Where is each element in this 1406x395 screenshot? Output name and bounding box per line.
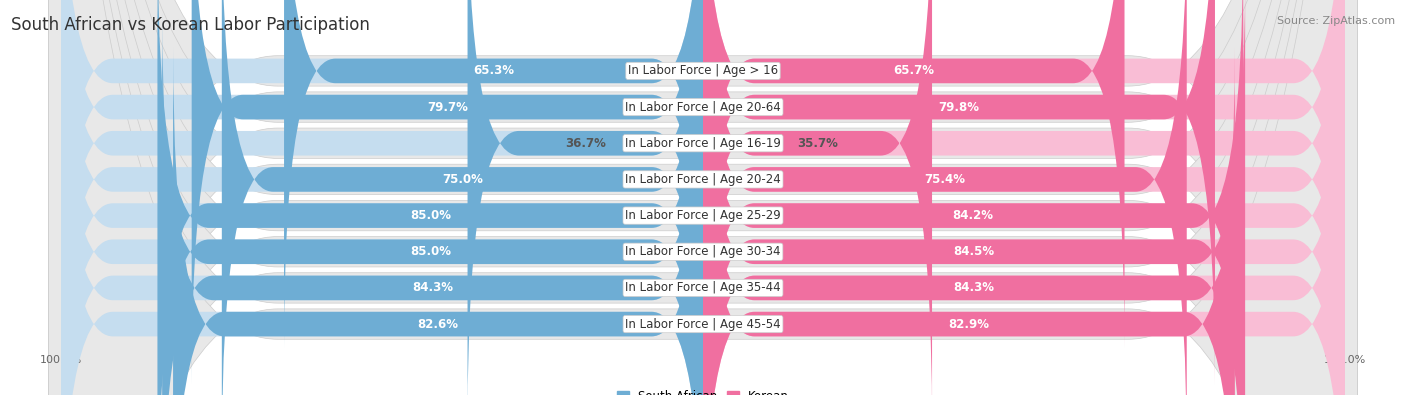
Text: 79.8%: 79.8%: [938, 101, 980, 114]
Text: Source: ZipAtlas.com: Source: ZipAtlas.com: [1277, 16, 1395, 26]
FancyBboxPatch shape: [62, 0, 703, 348]
FancyBboxPatch shape: [157, 0, 703, 395]
Text: 65.7%: 65.7%: [893, 64, 934, 77]
Legend: South African, Korean: South African, Korean: [612, 385, 794, 395]
Text: In Labor Force | Age > 16: In Labor Force | Age > 16: [628, 64, 778, 77]
Text: In Labor Force | Age 25-29: In Labor Force | Age 25-29: [626, 209, 780, 222]
FancyBboxPatch shape: [62, 11, 703, 395]
FancyBboxPatch shape: [62, 47, 703, 395]
Text: 85.0%: 85.0%: [409, 209, 451, 222]
FancyBboxPatch shape: [49, 0, 1357, 395]
Text: In Labor Force | Age 20-24: In Labor Force | Age 20-24: [626, 173, 780, 186]
FancyBboxPatch shape: [703, 0, 1344, 395]
FancyBboxPatch shape: [222, 0, 703, 395]
FancyBboxPatch shape: [157, 0, 703, 395]
Text: 84.3%: 84.3%: [953, 281, 994, 294]
FancyBboxPatch shape: [703, 0, 1344, 395]
FancyBboxPatch shape: [703, 0, 1344, 384]
FancyBboxPatch shape: [703, 0, 1125, 348]
FancyBboxPatch shape: [49, 0, 1357, 395]
FancyBboxPatch shape: [703, 47, 1344, 395]
Text: 82.6%: 82.6%: [418, 318, 458, 331]
FancyBboxPatch shape: [62, 0, 703, 395]
FancyBboxPatch shape: [62, 0, 703, 395]
FancyBboxPatch shape: [49, 0, 1357, 395]
FancyBboxPatch shape: [703, 0, 1344, 395]
FancyBboxPatch shape: [703, 0, 1243, 395]
FancyBboxPatch shape: [49, 0, 1357, 395]
FancyBboxPatch shape: [49, 0, 1357, 395]
Text: 36.7%: 36.7%: [565, 137, 606, 150]
FancyBboxPatch shape: [703, 0, 1187, 395]
FancyBboxPatch shape: [703, 0, 1246, 395]
FancyBboxPatch shape: [49, 0, 1357, 395]
Text: 65.3%: 65.3%: [472, 64, 515, 77]
Text: 84.5%: 84.5%: [953, 245, 994, 258]
Text: 35.7%: 35.7%: [797, 137, 838, 150]
Text: 82.9%: 82.9%: [949, 318, 990, 331]
FancyBboxPatch shape: [191, 0, 703, 384]
FancyBboxPatch shape: [703, 47, 1234, 395]
Text: 85.0%: 85.0%: [409, 245, 451, 258]
Text: 79.7%: 79.7%: [427, 101, 468, 114]
Text: 84.2%: 84.2%: [953, 209, 994, 222]
FancyBboxPatch shape: [703, 0, 1344, 348]
FancyBboxPatch shape: [62, 0, 703, 395]
FancyBboxPatch shape: [162, 11, 703, 395]
Text: 75.4%: 75.4%: [924, 173, 966, 186]
Text: In Labor Force | Age 35-44: In Labor Force | Age 35-44: [626, 281, 780, 294]
Text: In Labor Force | Age 45-54: In Labor Force | Age 45-54: [626, 318, 780, 331]
Text: In Labor Force | Age 20-64: In Labor Force | Age 20-64: [626, 101, 780, 114]
FancyBboxPatch shape: [468, 0, 703, 395]
FancyBboxPatch shape: [49, 0, 1357, 395]
FancyBboxPatch shape: [703, 11, 1344, 395]
Text: In Labor Force | Age 30-34: In Labor Force | Age 30-34: [626, 245, 780, 258]
FancyBboxPatch shape: [703, 0, 1215, 384]
FancyBboxPatch shape: [703, 0, 1344, 395]
Text: In Labor Force | Age 16-19: In Labor Force | Age 16-19: [626, 137, 780, 150]
FancyBboxPatch shape: [62, 0, 703, 395]
FancyBboxPatch shape: [173, 47, 703, 395]
Text: 84.3%: 84.3%: [412, 281, 453, 294]
FancyBboxPatch shape: [703, 11, 1244, 395]
Text: South African vs Korean Labor Participation: South African vs Korean Labor Participat…: [11, 16, 370, 34]
FancyBboxPatch shape: [284, 0, 703, 348]
FancyBboxPatch shape: [703, 0, 932, 395]
FancyBboxPatch shape: [49, 0, 1357, 395]
FancyBboxPatch shape: [62, 0, 703, 384]
Text: 75.0%: 75.0%: [441, 173, 482, 186]
